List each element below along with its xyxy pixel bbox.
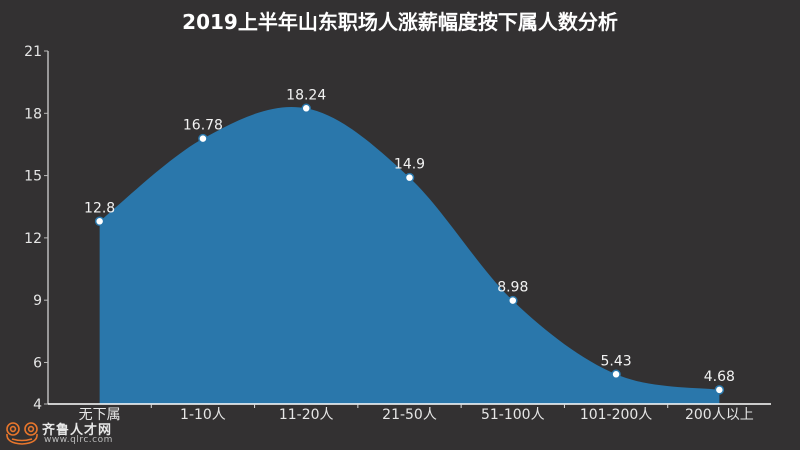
- data-label: 5.43: [600, 353, 631, 369]
- x-tick-label: 51-100人: [481, 407, 545, 423]
- frog-logo-icon: [6, 422, 38, 445]
- x-tick-label: 200人以上: [685, 407, 754, 423]
- data-label: 16.78: [183, 118, 223, 134]
- data-markers: [94, 103, 725, 395]
- data-point: [94, 216, 105, 227]
- y-tick-label: 12: [24, 231, 42, 247]
- watermark-url: www.qlrc.com: [44, 435, 113, 445]
- data-point: [611, 369, 621, 380]
- y-tick-label: 18: [24, 106, 42, 122]
- data-point: [198, 133, 208, 144]
- x-tick-label: 21-50人: [382, 407, 437, 423]
- area-series: [99, 106, 720, 404]
- x-tick-label: 1-10人: [180, 407, 226, 423]
- data-point: [508, 295, 518, 306]
- data-label: 12.8: [84, 200, 115, 216]
- y-tick-label: 4: [33, 397, 42, 413]
- data-label: 8.98: [497, 280, 528, 296]
- y-tick-label: 6: [33, 355, 42, 371]
- y-tick-label: 15: [24, 169, 42, 185]
- chart-title: 2019上半年山东职场人涨薪幅度按下属人数分析: [182, 10, 618, 34]
- x-tick-label: 101-200人: [580, 407, 653, 423]
- x-tick-label: 无下属: [79, 407, 121, 423]
- data-label: 18.24: [286, 87, 326, 103]
- plot-area: [99, 106, 720, 404]
- y-tick-label: 9: [33, 293, 42, 309]
- y-axis-ticks: 4 6 9 12 15 18 21: [24, 44, 48, 413]
- watermark: 齐鲁人才网 www.qlrc.com: [4, 419, 134, 449]
- x-axis-ticks: 无下属 1-10人 11-20人 21-50人 51-100人 101-200人 200人以…: [79, 404, 754, 423]
- data-labels: 12.8 16.78 18.24 14.9 8.98 5.43 4.68: [84, 87, 735, 385]
- x-tick-label: 11-20人: [279, 407, 334, 423]
- data-label: 4.68: [704, 369, 735, 385]
- watermark-brand: 齐鲁人才网: [42, 423, 113, 438]
- data-point: [714, 385, 725, 395]
- y-tick-label: 21: [24, 44, 42, 60]
- data-point: [301, 103, 311, 114]
- data-label: 14.9: [394, 157, 425, 173]
- axes: [47, 51, 771, 405]
- data-point: [404, 172, 415, 183]
